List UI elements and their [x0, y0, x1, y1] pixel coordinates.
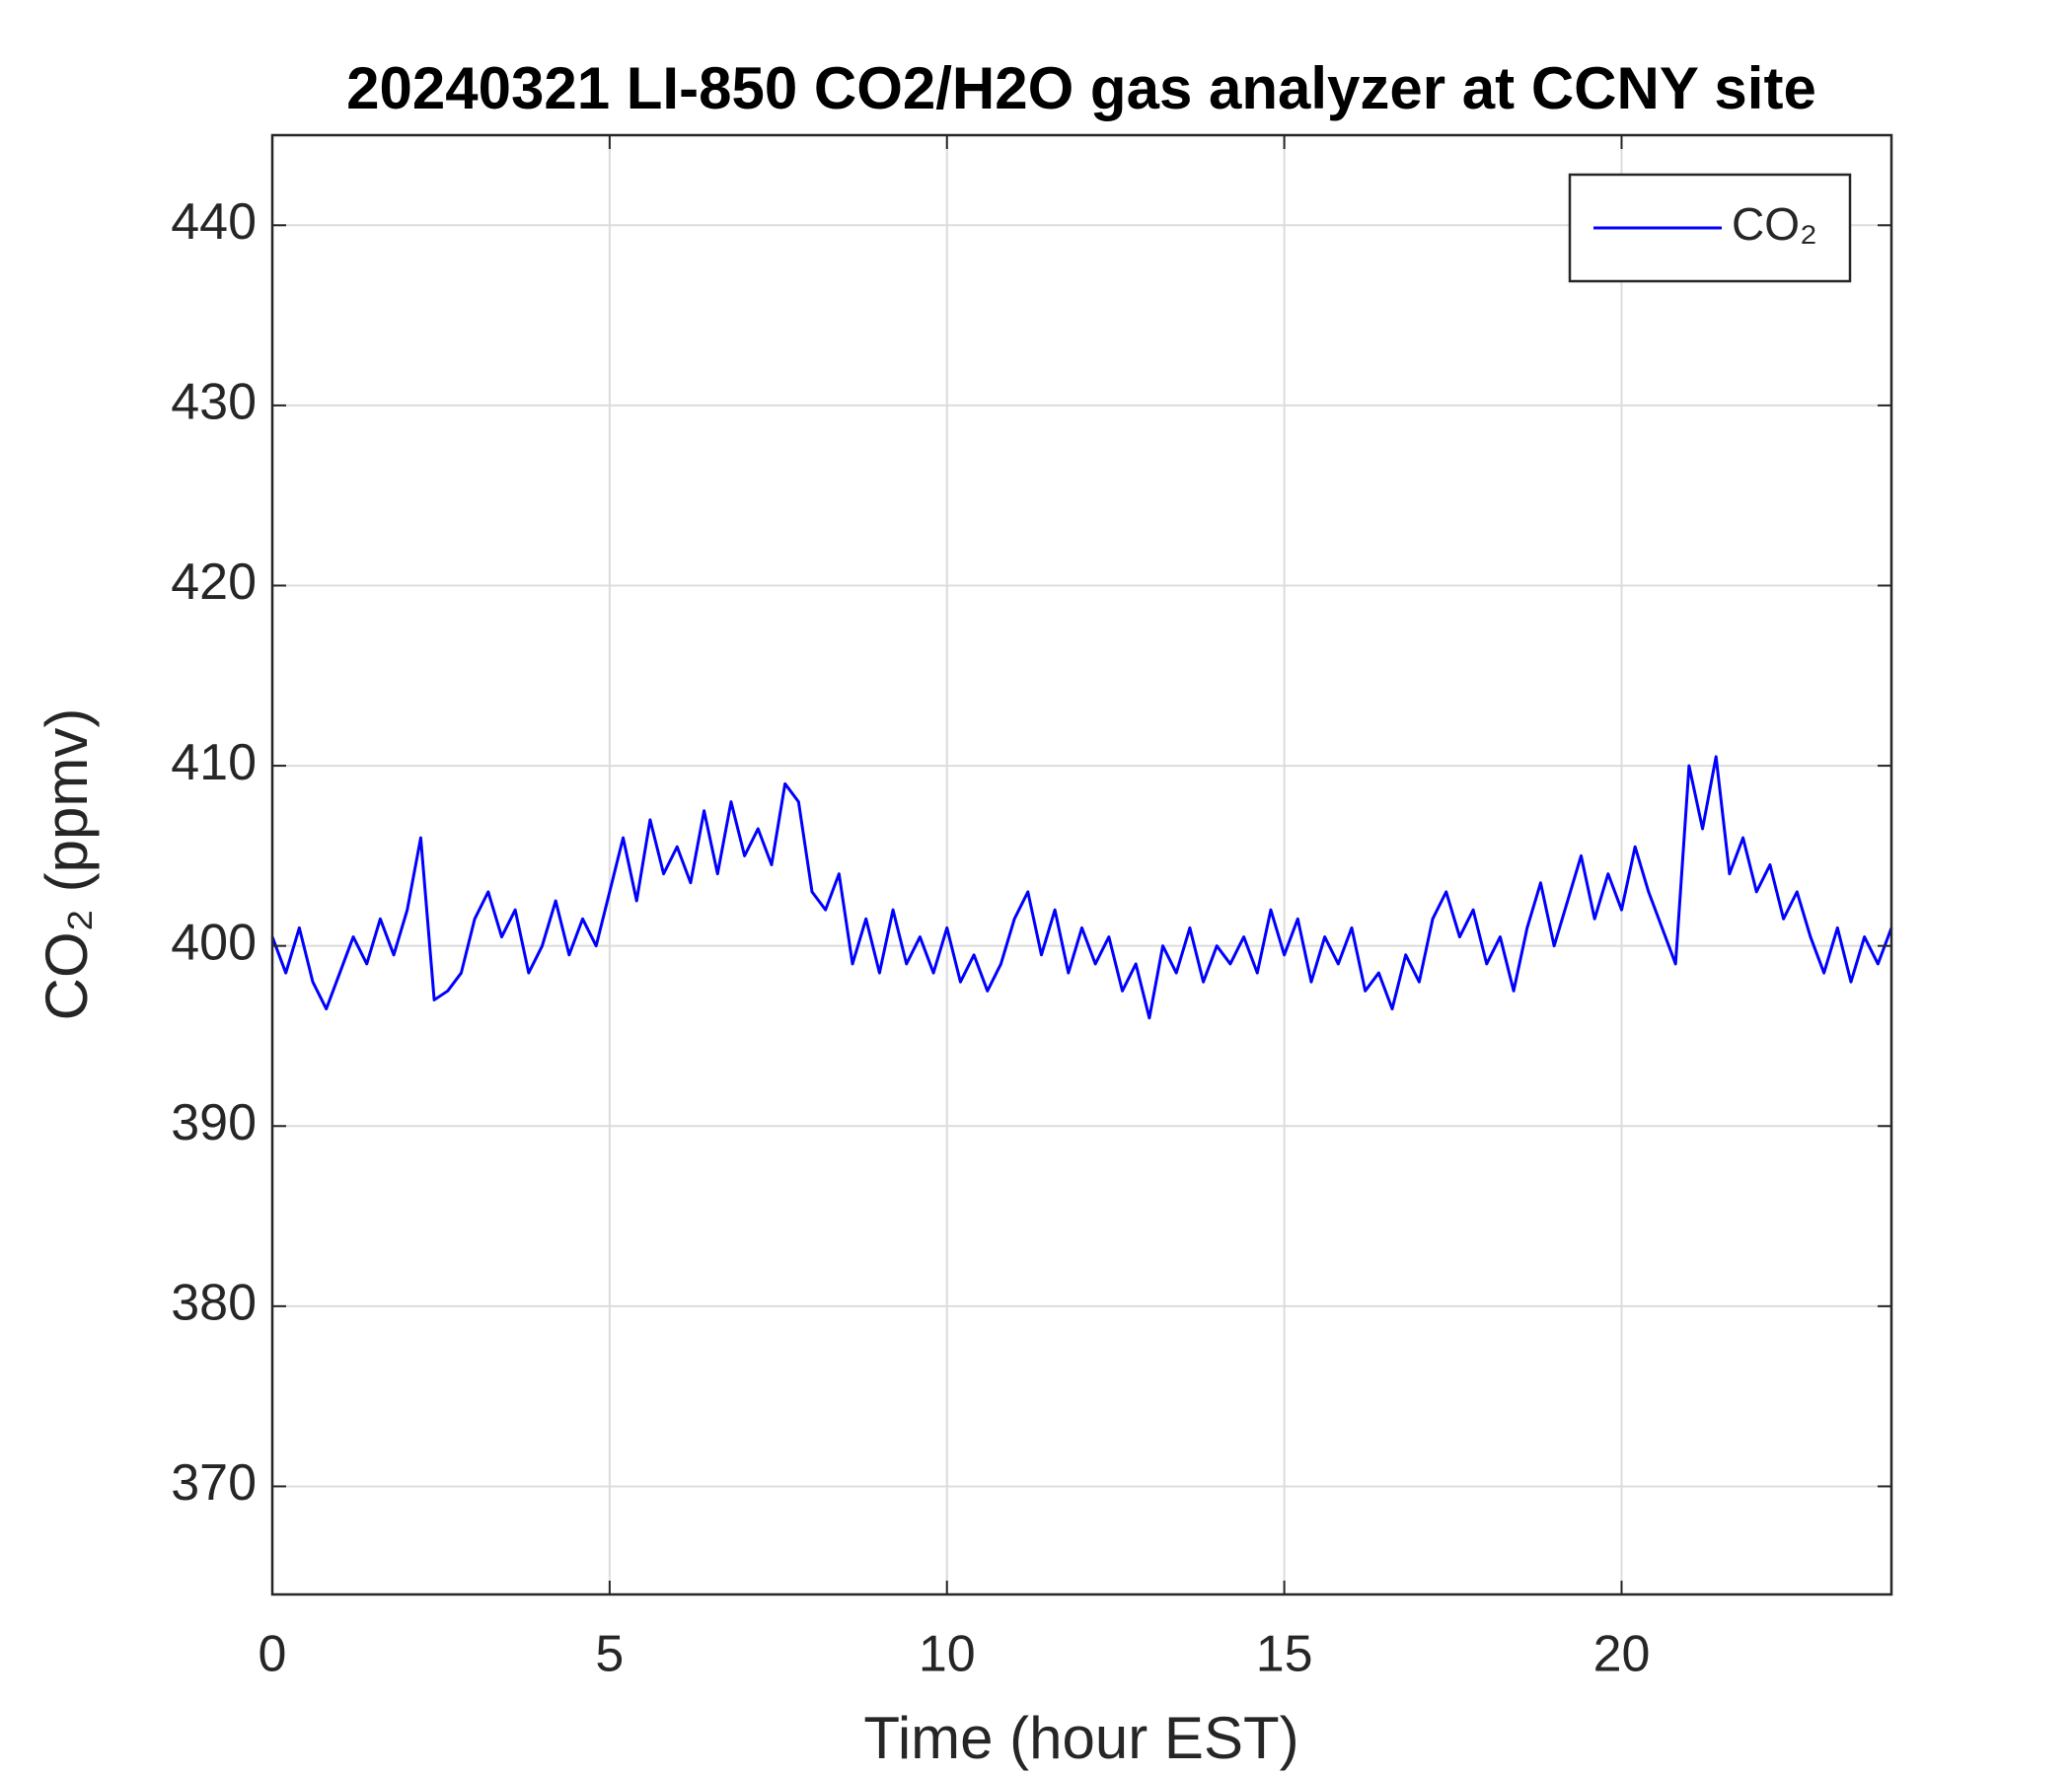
axes: 370 380 390 400 410 420 430 440 0 5 10 15 20 — [171, 133, 1893, 1683]
legend: CO₂ — [1568, 173, 1852, 283]
y-tick-label: 430 — [171, 374, 257, 431]
line-series — [270, 755, 1893, 1020]
chart-title: 20240321 LI-850 CO2/H2O gas analyzer at … — [346, 55, 1816, 121]
x-tick-label: 20 — [1593, 1626, 1651, 1683]
plot-area — [270, 755, 1893, 1020]
y-tick-label: 380 — [171, 1275, 257, 1332]
y-tick-label: 440 — [171, 193, 257, 251]
x-axis-label: Time (hour EST) — [863, 1705, 1298, 1771]
legend-label: CO₂ — [1732, 198, 1817, 250]
x-tick-label: 5 — [595, 1626, 624, 1683]
x-tick-label: 15 — [1256, 1626, 1313, 1683]
axes-box — [270, 133, 1893, 1596]
y-tick-label: 420 — [171, 554, 257, 611]
x-tick-label: 0 — [259, 1626, 287, 1683]
y-tick-label: 410 — [171, 734, 257, 791]
y-axis-label: CO₂ (ppmv) — [34, 708, 100, 1021]
x-tick-label: 10 — [919, 1626, 976, 1683]
y-tick-label: 390 — [171, 1094, 257, 1151]
y-tick-label: 370 — [171, 1454, 257, 1512]
y-tick-label: 400 — [171, 914, 257, 971]
